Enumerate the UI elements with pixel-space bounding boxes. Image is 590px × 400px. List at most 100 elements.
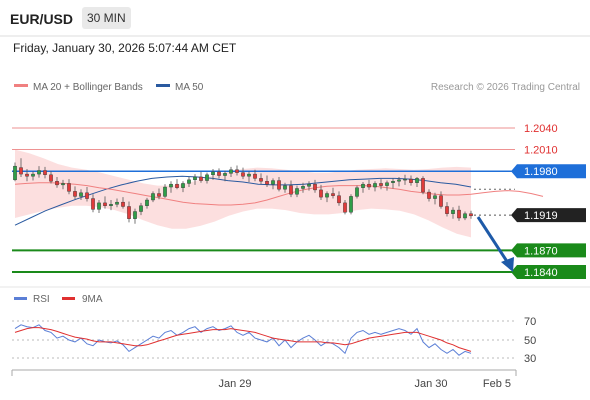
rsi-ma-legend-label: 9MA xyxy=(82,294,103,305)
candle xyxy=(217,168,221,179)
candle-body xyxy=(283,185,287,190)
candle-body xyxy=(127,206,131,219)
candle-body xyxy=(85,192,89,199)
candle-body xyxy=(115,201,119,205)
candle xyxy=(427,189,431,202)
candle xyxy=(199,171,203,183)
candle xyxy=(241,167,245,180)
candle-body xyxy=(211,171,215,175)
candle xyxy=(331,187,335,199)
candle xyxy=(91,194,95,213)
rsi-tick-30: 30 xyxy=(524,353,536,365)
forecast-arrow xyxy=(476,216,514,272)
candle-body xyxy=(43,170,47,175)
candle xyxy=(259,173,263,185)
candle xyxy=(211,169,215,180)
candle xyxy=(289,180,293,198)
datetime-label: Friday, January 30, 2026 5:07:44 AM CET xyxy=(13,41,237,55)
candle-body xyxy=(241,172,245,177)
candle xyxy=(343,200,347,215)
pivot-label: 1.1980 xyxy=(524,166,558,178)
rsi-lines xyxy=(14,324,472,356)
candle-body xyxy=(73,191,77,197)
candle-body xyxy=(133,211,137,219)
candle-body xyxy=(19,167,23,175)
candle xyxy=(391,178,395,189)
candle-body xyxy=(421,178,425,193)
candle xyxy=(31,171,35,181)
candle-body xyxy=(301,186,305,189)
pivot-tag xyxy=(511,164,586,179)
candle xyxy=(115,198,119,208)
timeframe-badge[interactable]: 30 MIN xyxy=(82,7,131,29)
candle-body xyxy=(355,187,359,197)
x-tick-jan29: Jan 29 xyxy=(218,378,251,390)
candle-body xyxy=(337,195,341,204)
candle-body xyxy=(343,202,347,213)
candle xyxy=(295,185,299,198)
candle xyxy=(67,179,71,195)
candle xyxy=(97,200,101,213)
candle xyxy=(235,165,239,176)
candle-body xyxy=(103,202,107,206)
candle-body xyxy=(385,182,389,186)
candle-body xyxy=(319,189,323,198)
candle xyxy=(253,169,257,182)
candle xyxy=(223,170,227,182)
candle-body xyxy=(277,180,281,190)
candle-body xyxy=(433,195,437,199)
candle-body xyxy=(289,185,293,195)
candle xyxy=(229,166,233,177)
price-level-support: 1.1870 xyxy=(12,243,586,258)
rsi-ma-legend-swatch xyxy=(62,297,75,300)
ma20-polyline xyxy=(14,182,544,206)
candle-body xyxy=(463,213,467,219)
candle-body xyxy=(37,170,41,175)
x-tick-feb5: Feb 5 xyxy=(483,378,511,390)
candle xyxy=(187,176,191,188)
price-level-last: 1.1919 xyxy=(474,208,586,223)
candle-body xyxy=(265,181,269,185)
candle-body xyxy=(187,179,191,184)
candle xyxy=(361,182,365,193)
ma20-line xyxy=(14,182,544,206)
candle xyxy=(205,172,209,184)
candle xyxy=(13,162,17,182)
candle-body xyxy=(325,193,329,198)
candle-body xyxy=(349,196,353,213)
candle-body xyxy=(163,186,167,197)
candle xyxy=(463,211,467,221)
price-levels: 1.2040 1.2010 1.1980 1.1919 1.1870 1.1840 xyxy=(12,123,586,279)
candle-body xyxy=(367,183,371,188)
candle-body xyxy=(331,193,335,196)
last-price-tag xyxy=(511,208,586,223)
candle-body xyxy=(271,180,275,185)
candle xyxy=(151,191,155,203)
resistance-label: 1.2010 xyxy=(524,145,558,157)
candle-body xyxy=(391,181,395,183)
candle-body xyxy=(151,193,155,201)
candle-body xyxy=(121,201,125,207)
candle xyxy=(193,174,197,185)
candle-body xyxy=(247,173,251,177)
candle-body xyxy=(307,183,311,187)
price-level-support: 1.1840 xyxy=(12,265,586,279)
candle-body xyxy=(457,209,461,219)
candle-body xyxy=(25,173,29,177)
candle xyxy=(403,174,407,185)
candle-body xyxy=(31,173,35,177)
candle-body xyxy=(169,183,173,188)
bollinger-fill xyxy=(15,149,471,238)
candle-body xyxy=(67,183,71,192)
candle xyxy=(385,180,389,191)
candle-body xyxy=(223,173,227,176)
candle-body xyxy=(469,213,473,217)
candle xyxy=(37,166,41,178)
candle xyxy=(127,201,131,223)
candle xyxy=(145,197,149,209)
support-tag xyxy=(511,243,586,258)
candle xyxy=(301,182,305,193)
price-level-resistance: 1.2040 xyxy=(12,123,558,135)
price-level-resistance: 1.2010 xyxy=(12,145,558,157)
candle xyxy=(85,187,89,202)
